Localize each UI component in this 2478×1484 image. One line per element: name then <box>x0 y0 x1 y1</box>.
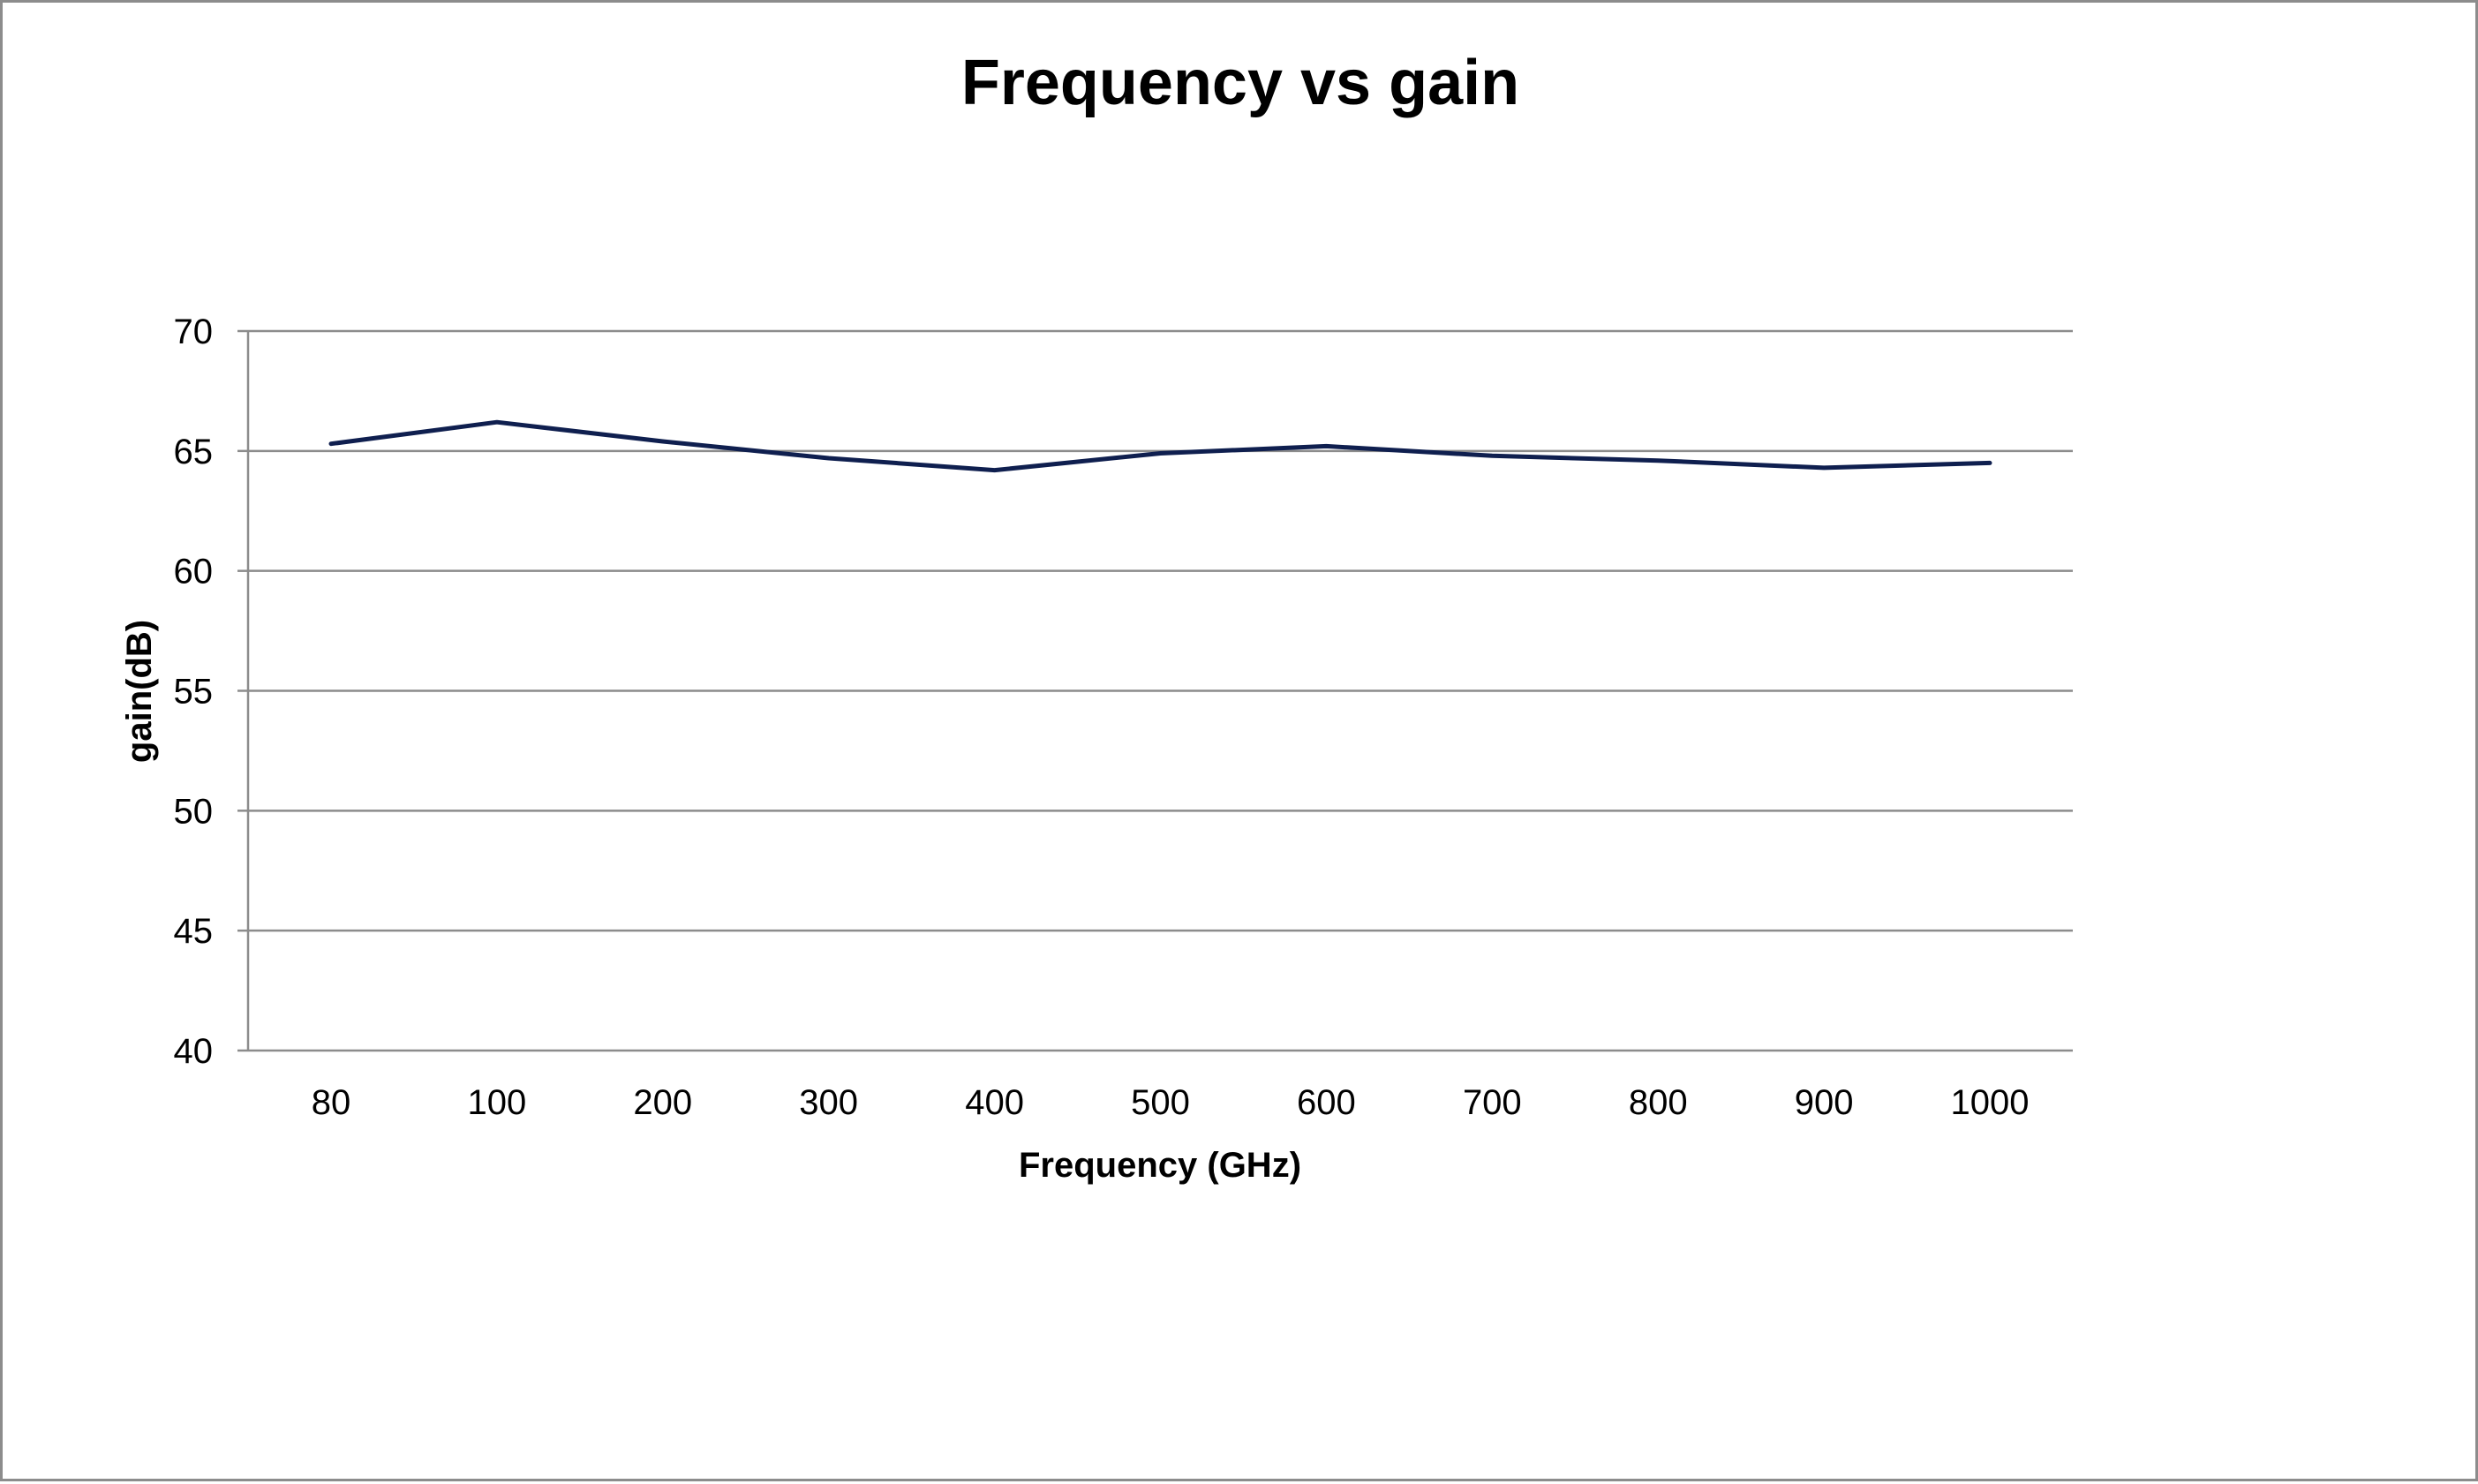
x-tick-labels: 80 100 200 300 400 500 600 700 800 900 1000 <box>312 1083 2030 1122</box>
gridlines <box>248 329 2073 932</box>
y-tick-label: 65 <box>174 433 214 471</box>
line-chart: Frequency vs gain 40 45 50 55 60 65 70 80 100 20… <box>120 48 2073 1185</box>
x-tick-label: 1000 <box>1951 1083 2030 1122</box>
x-axis-label: Frequency (GHz) <box>1019 1146 1301 1185</box>
y-tick-label: 50 <box>174 792 214 831</box>
x-tick-label: 900 <box>1795 1083 1854 1122</box>
y-tick-labels: 40 45 50 55 60 65 70 <box>174 313 214 1071</box>
chart-title: Frequency vs gain <box>961 48 1519 118</box>
x-tick-label: 100 <box>467 1083 526 1122</box>
x-tick-label: 500 <box>1131 1083 1190 1122</box>
y-axis-label: gain(dB) <box>120 620 159 763</box>
x-tick-label: 700 <box>1463 1083 1522 1122</box>
y-tick-label: 55 <box>174 673 214 712</box>
axes <box>237 329 2073 1052</box>
y-tick-label: 45 <box>174 912 214 951</box>
x-tick-label: 400 <box>965 1083 1024 1122</box>
x-tick-label: 200 <box>633 1083 692 1122</box>
y-tick-label: 40 <box>174 1032 214 1071</box>
x-tick-label: 600 <box>1297 1083 1356 1122</box>
y-tick-label: 60 <box>174 553 214 591</box>
x-tick-label: 800 <box>1629 1083 1688 1122</box>
series-line-0 <box>328 419 1992 473</box>
x-tick-label: 80 <box>312 1083 351 1122</box>
x-tick-label: 300 <box>799 1083 858 1122</box>
series-layer <box>328 419 1992 473</box>
y-tick-label: 70 <box>174 313 214 351</box>
